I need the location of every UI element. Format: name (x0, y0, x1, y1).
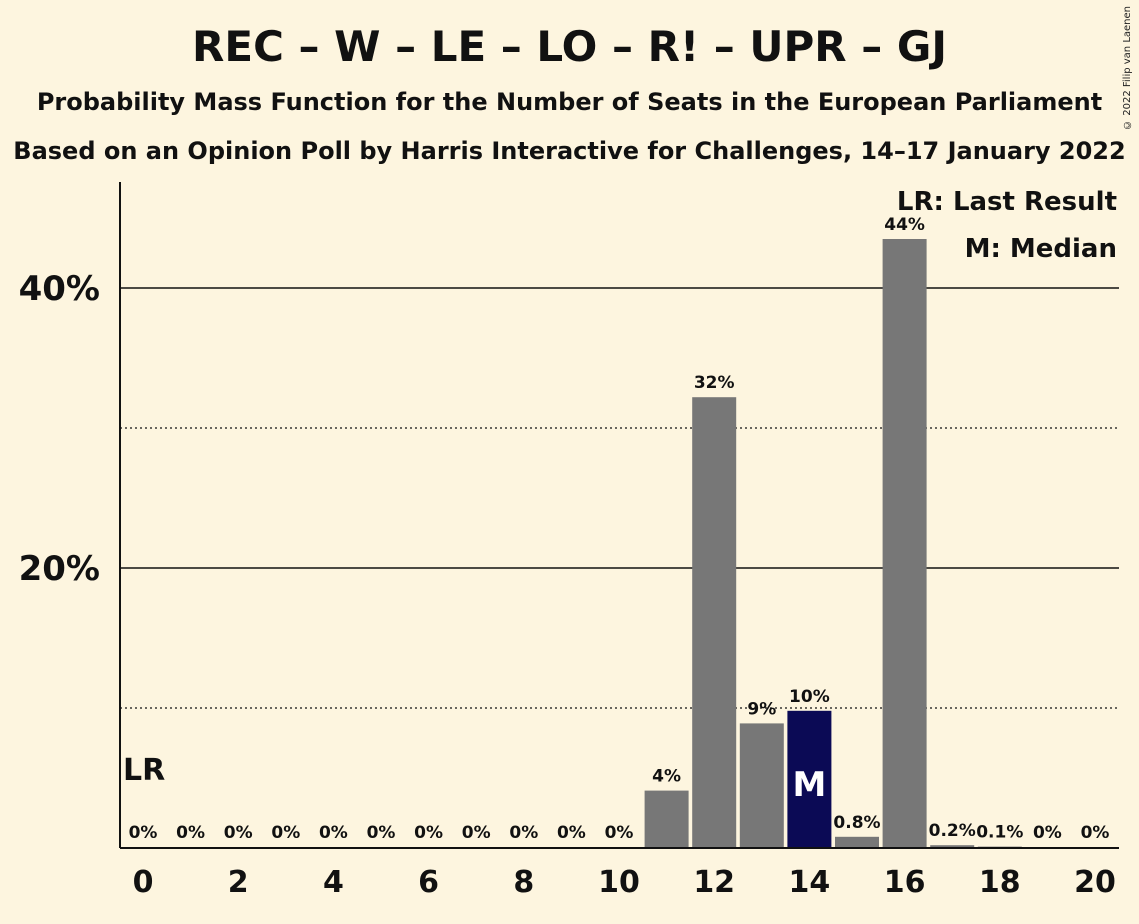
x-tick-label: 0 (133, 865, 154, 900)
x-tick-label: 14 (789, 865, 831, 900)
median-marker: M (792, 765, 826, 805)
data-label: 0% (1081, 823, 1110, 843)
data-label: 0.2% (929, 821, 976, 841)
chart-title: REC – W – LE – LO – R! – UPR – GJ (192, 22, 947, 71)
x-tick-label: 20 (1074, 865, 1116, 900)
y-tick-label: 40% (19, 269, 100, 309)
data-label: 0% (557, 823, 586, 843)
bar (835, 836, 879, 848)
data-label: 0% (271, 823, 300, 843)
bar (882, 239, 927, 848)
chart-subtitle: Probability Mass Function for the Number… (36, 88, 1103, 116)
data-label: 0% (414, 823, 443, 843)
bar (692, 397, 737, 848)
data-label: 0% (176, 823, 205, 843)
data-label: 44% (884, 215, 925, 235)
x-tick-label: 12 (693, 865, 735, 900)
data-label: 0% (367, 823, 396, 843)
data-label: 0% (509, 823, 538, 843)
data-label: 0.8% (833, 813, 880, 833)
data-label: 32% (694, 373, 735, 393)
legend-median: M: Median (965, 234, 1117, 264)
gridlines (120, 287, 1119, 709)
data-label: 9% (747, 699, 776, 719)
data-label: 10% (789, 687, 830, 707)
data-labels: 0% 0% 0% 0% 0% 0% 0% 0% 0% 0% 0% 4% 32% 9% 10% 0.8% 44% 0… (123, 215, 1109, 843)
axes (119, 182, 1119, 849)
data-label: 4% (652, 767, 681, 787)
bar-median (787, 710, 832, 848)
tick-labels: 20% 40% 0 2 4 6 8 10 12 14 16 18 20 (19, 269, 1116, 900)
x-tick-label: 18 (979, 865, 1021, 900)
data-label: 0% (224, 823, 253, 843)
x-tick-label: 16 (884, 865, 926, 900)
x-tick-label: 4 (323, 865, 344, 900)
chart-subtitle-source: Based on an Opinion Poll by Harris Inter… (13, 137, 1126, 165)
bars (644, 239, 1022, 848)
x-tick-label: 10 (598, 865, 640, 900)
data-label: 0% (1033, 823, 1062, 843)
data-label: 0.1% (976, 823, 1023, 843)
data-label: 0% (129, 823, 158, 843)
data-label: 0% (605, 823, 634, 843)
bar (930, 845, 975, 848)
y-tick-label: 20% (19, 549, 100, 589)
data-label: 0% (319, 823, 348, 843)
x-tick-label: 8 (513, 865, 534, 900)
x-tick-label: 6 (418, 865, 439, 900)
legend-last-result: LR: Last Result (897, 187, 1117, 217)
data-label: 0% (462, 823, 491, 843)
last-result-marker: LR (123, 753, 165, 788)
x-tick-label: 2 (228, 865, 249, 900)
bar (739, 723, 784, 848)
bar (644, 790, 689, 848)
